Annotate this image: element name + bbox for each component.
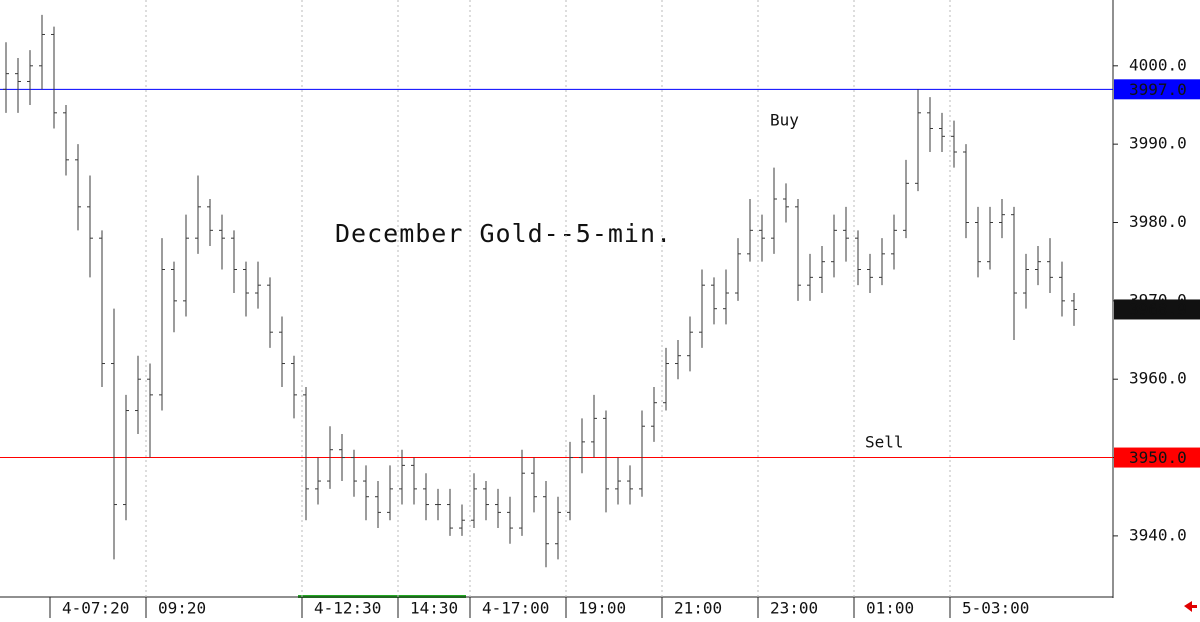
x-tick-label: 01:00	[866, 599, 914, 618]
x-tick-label: 21:00	[674, 599, 722, 618]
scroll-arrow[interactable]	[1184, 601, 1197, 612]
last-price-box	[1114, 299, 1200, 320]
x-tick-label: 5-03:00	[962, 599, 1029, 618]
y-tick-label: 3960.0	[1129, 369, 1187, 388]
y-tick-label: 3980.0	[1129, 212, 1187, 231]
last-price-label: 3968.9	[1129, 300, 1187, 319]
level-label-box	[1114, 79, 1200, 100]
y-tick-label: 4000.0	[1129, 55, 1187, 74]
level-label: 3950.0	[1129, 448, 1187, 467]
x-tick-label: 09:20	[158, 599, 206, 618]
x-tick-label: 4-07:20	[62, 599, 129, 618]
annotation: Buy	[770, 111, 799, 130]
y-tick-label: 3990.0	[1129, 134, 1187, 153]
chart-title: December Gold--5-min.	[335, 219, 672, 248]
level-label: 3997.0	[1129, 80, 1187, 99]
level-label-box	[1114, 447, 1200, 468]
y-tick-label: 3940.0	[1129, 525, 1187, 544]
x-tick-label: 14:30	[410, 599, 458, 618]
annotation: Sell	[865, 433, 904, 452]
x-tick-label: 4-12:30	[314, 599, 381, 618]
x-tick-label: 19:00	[578, 599, 626, 618]
x-tick-label: 23:00	[770, 599, 818, 618]
x-tick-label: 4-17:00	[482, 599, 549, 618]
